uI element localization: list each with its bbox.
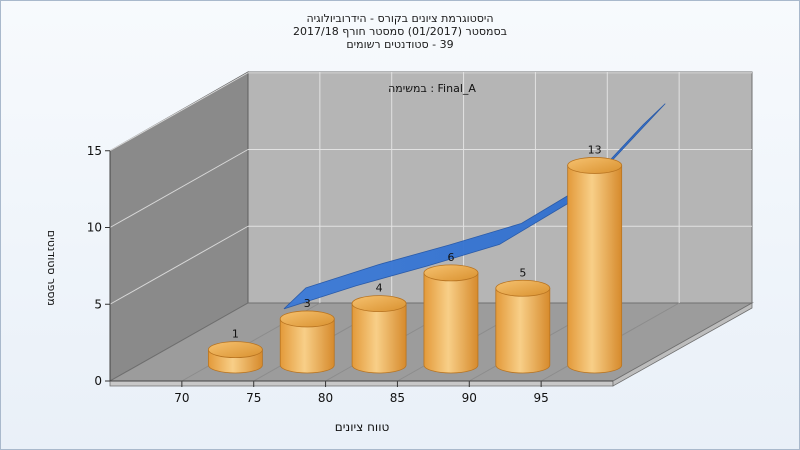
- bar-80: 4: [351, 282, 407, 374]
- chart-back-wall: [247, 71, 753, 304]
- bar-value-label: 4: [376, 282, 383, 295]
- bar-top: [495, 279, 551, 297]
- bar-value-label: 6: [447, 251, 454, 264]
- x-tick-label: 95: [534, 391, 549, 405]
- bar-value-label: 5: [519, 266, 526, 279]
- x-tick-label: 90: [462, 391, 477, 405]
- bar-75: 3: [279, 297, 335, 374]
- bar-body: [279, 318, 335, 374]
- bar-95: 13: [567, 143, 623, 374]
- x-tick-label: 80: [318, 391, 333, 405]
- x-tick-label: 70: [174, 391, 189, 405]
- grid-line-side: [109, 149, 249, 228]
- chart-title-line-3: 39 - סטודנטים רשומים: [346, 38, 454, 51]
- bar-body: [567, 165, 623, 374]
- y-tick-label: 0: [94, 374, 102, 388]
- bar-top: [279, 310, 335, 328]
- chart-floor-side-edge: [612, 302, 753, 387]
- bar-top: [567, 157, 623, 174]
- bar-value-label: 13: [588, 143, 602, 156]
- x-tick-label: 85: [390, 391, 405, 405]
- chart-floor-edge: [109, 380, 614, 387]
- x-tick-label: 75: [246, 391, 261, 405]
- y-axis-label: מספר סטודנטים: [45, 230, 58, 306]
- y-tick-label: 10: [87, 221, 102, 235]
- bar-value-label: 3: [304, 297, 311, 310]
- bar-70: 1: [207, 328, 263, 374]
- bar-top: [207, 341, 263, 359]
- bar-body: [423, 272, 479, 374]
- grid-line-side: [109, 225, 249, 305]
- y-tick-label: 5: [94, 297, 102, 311]
- x-axis-label: טווח ציונים: [335, 420, 390, 434]
- bar-top: [423, 264, 479, 282]
- bar-90: 5: [495, 266, 551, 374]
- chart-title-line-1: היסטוגרמת ציונים בקורס - הידרוביולוגיה: [306, 12, 494, 25]
- chart-title-line-2: בסמסטר (01/2017) סמסטר חורף 2017/18: [293, 25, 507, 38]
- trend-ribbon: [283, 103, 666, 310]
- grid-line-side: [109, 72, 249, 152]
- bar-body: [495, 287, 551, 374]
- y-tick-label: 15: [87, 144, 102, 158]
- bar-body: [351, 303, 407, 374]
- bar-85: 6: [423, 251, 479, 374]
- bar-value-label: 1: [232, 328, 239, 341]
- bar-top: [351, 295, 407, 313]
- chart-subtitle: Final_A : במשימה: [388, 82, 476, 95]
